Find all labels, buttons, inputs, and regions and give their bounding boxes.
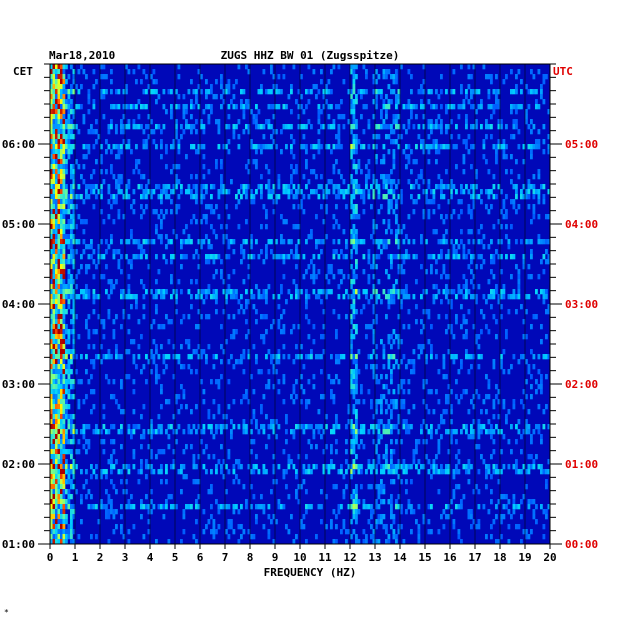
x-tick-label: 2 [97,551,104,564]
x-tick-label: 10 [293,551,306,564]
x-tick-label: 8 [247,551,254,564]
y-tick-label-cet: 02:00 [2,458,35,471]
x-tick-label: 5 [172,551,179,564]
x-tick-label: 17 [468,551,481,564]
x-tick-label: 12 [343,551,356,564]
x-tick-label: 15 [418,551,431,564]
x-tick-label: 1 [72,551,79,564]
chart-title: ZUGS HHZ BW 01 (Zugsspitze) [221,49,400,62]
y-tick-label-utc: 00:00 [565,538,598,551]
left-axis-label: CET [13,65,33,78]
y-tick-label-utc: 01:00 [565,458,598,471]
x-tick-label: 20 [543,551,556,564]
y-tick-label-utc: 03:00 [565,298,598,311]
y-tick-label-cet: 06:00 [2,138,35,151]
y-tick-label-utc: 05:00 [565,138,598,151]
y-tick-label-cet: 01:00 [2,538,35,551]
x-tick-label: 18 [493,551,506,564]
x-tick-label: 3 [122,551,129,564]
x-tick-label: 13 [368,551,381,564]
x-tick-label: 6 [197,551,204,564]
right-axis-label: UTC [553,65,573,78]
y-tick-label-cet: 03:00 [2,378,35,391]
y-tick-label-cet: 05:00 [2,218,35,231]
x-axis-label: FREQUENCY (HZ) [264,566,357,579]
x-tick-label: 4 [147,551,154,564]
y-tick-label-utc: 04:00 [565,218,598,231]
x-tick-label: 19 [518,551,531,564]
y-tick-label-cet: 04:00 [2,298,35,311]
x-tick-label: 0 [47,551,54,564]
chart-date: Mar18,2010 [49,49,115,62]
x-tick-label: 14 [393,551,407,564]
x-tick-label: 11 [318,551,332,564]
x-tick-label: 16 [443,551,457,564]
y-tick-label-utc: 02:00 [565,378,598,391]
x-tick-label: 7 [222,551,229,564]
corner-mark: * [4,608,9,617]
x-tick-label: 9 [272,551,279,564]
